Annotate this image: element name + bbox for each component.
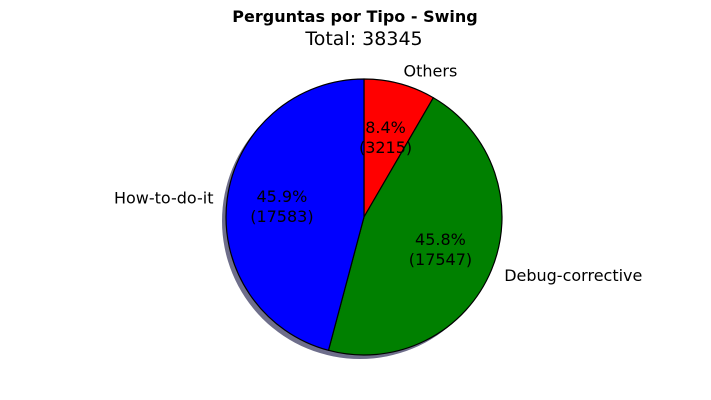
pie-slice-how-to-do-it [225, 78, 365, 351]
slice-percent-how-to-do-it: 45.9% [256, 187, 307, 206]
pie-slices [225, 78, 503, 356]
slice-count-debug-corrective: (17547) [409, 250, 472, 269]
chart-title: Perguntas por Tipo - Swing [232, 7, 477, 26]
pie-slice-debug-corrective [327, 97, 503, 356]
slice-count-others: (3215) [359, 138, 412, 157]
pie-labels: Others8.4%(3215)Debug-corrective45.8%(17… [114, 61, 642, 285]
slice-label-how-to-do-it: How-to-do-it [114, 188, 214, 207]
slice-percent-others: 8.4% [365, 118, 406, 137]
chart-subtitle: Total: 38345 [304, 28, 422, 50]
slice-label-debug-corrective: Debug-corrective [504, 266, 642, 285]
slice-count-how-to-do-it: (17583) [250, 207, 313, 226]
slice-percent-debug-corrective: 45.8% [415, 230, 466, 249]
slice-label-others: Others [404, 61, 458, 80]
